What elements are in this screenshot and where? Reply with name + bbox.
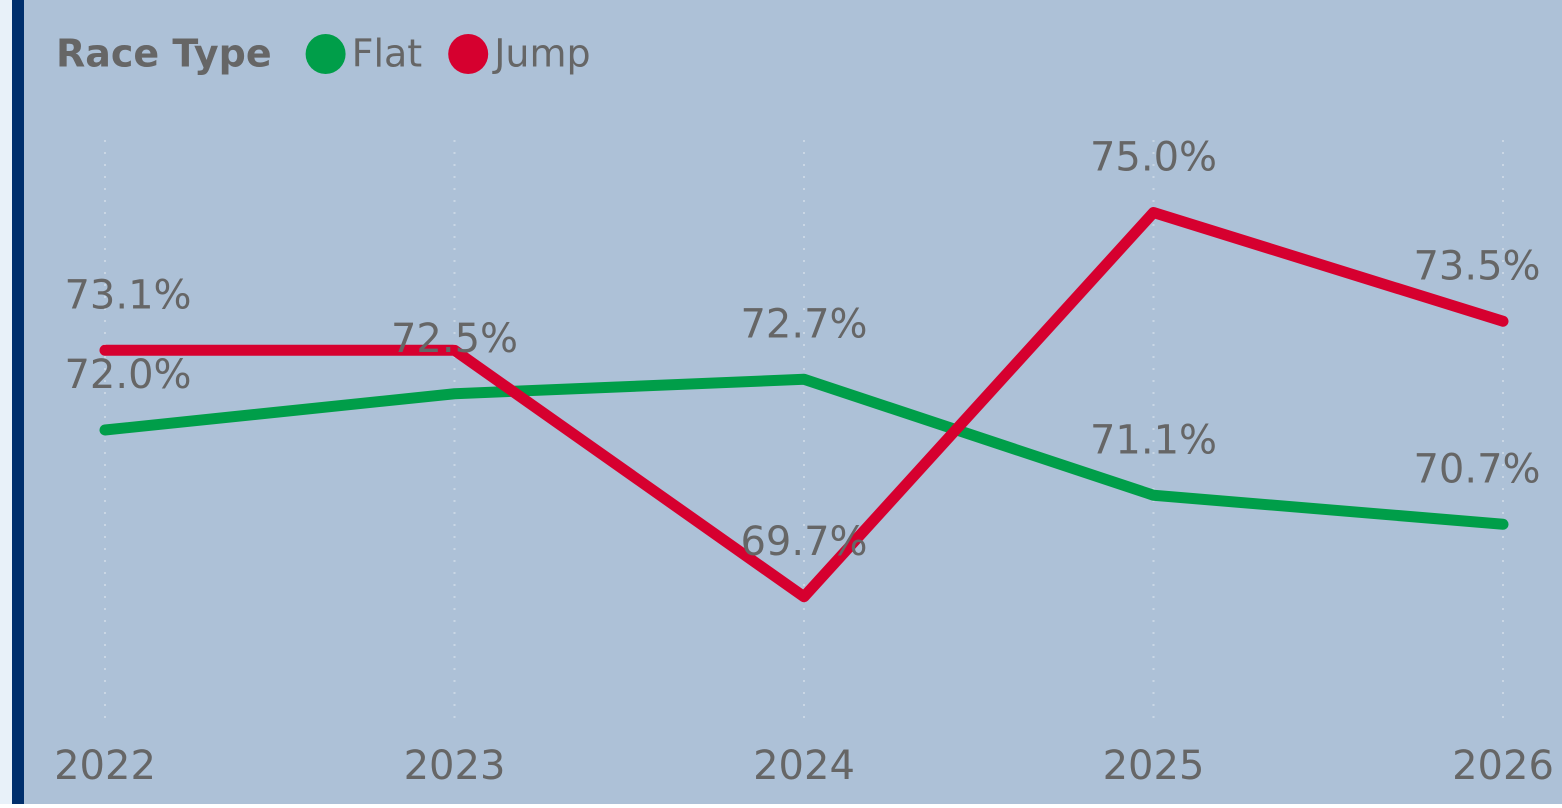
data-label: 69.7% [740,519,867,565]
data-label: 71.1% [1090,417,1217,463]
data-label: 70.7% [1413,446,1540,492]
data-label: 73.5% [1413,243,1540,289]
x-tick-label: 2023 [404,743,506,789]
series-line [99,207,1509,603]
legend-label: Jump [492,32,590,76]
legend-marker [448,34,489,74]
x-tick-label: 2025 [1103,743,1205,789]
legend-label: Flat [352,32,423,76]
legend-marker [305,34,346,74]
series-line [99,373,1509,530]
data-label: 73.1% [64,272,191,318]
page-edge [0,0,12,804]
x-tick-label: 2026 [1452,743,1554,789]
data-label: 72.7% [740,301,867,347]
data-label: 75.0% [1090,135,1217,181]
x-tick-label: 2024 [753,743,855,789]
data-label: 72.0% [64,352,191,398]
legend-title: Race Type [56,32,272,76]
data-label: 72.5% [391,316,518,362]
x-tick-label: 2022 [54,743,156,789]
accent-bar [12,0,24,804]
